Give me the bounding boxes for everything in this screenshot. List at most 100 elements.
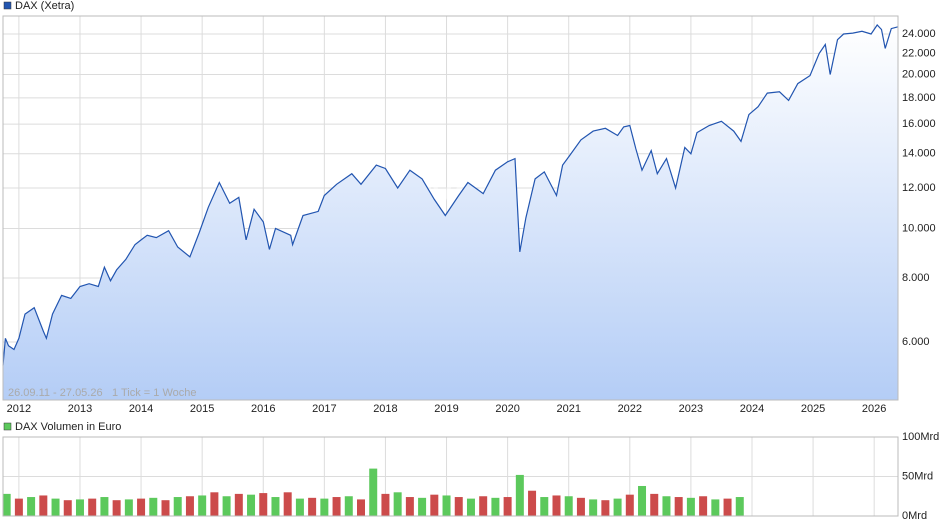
bar bbox=[466, 498, 475, 516]
x-tick-label: 2026 bbox=[862, 403, 886, 415]
bar bbox=[552, 495, 561, 516]
y-tick-label: 100Mrd bbox=[902, 431, 939, 443]
bar bbox=[320, 498, 329, 516]
bar bbox=[418, 497, 427, 516]
bar bbox=[308, 497, 317, 516]
y-tick-label: 16.000 bbox=[902, 118, 936, 130]
x-tick-label: 2015 bbox=[190, 403, 214, 415]
annotation: 1 Tick = 1 Woche bbox=[112, 387, 196, 399]
bar bbox=[528, 490, 537, 516]
x-tick-label: 2013 bbox=[68, 403, 92, 415]
x-tick-label: 2012 bbox=[7, 403, 31, 415]
line bbox=[2, 24, 899, 366]
bar bbox=[601, 500, 610, 516]
annotation: 26.09.11 - 27.05.26 bbox=[8, 387, 103, 399]
bar bbox=[14, 498, 23, 516]
bar bbox=[430, 494, 439, 516]
bar bbox=[638, 485, 647, 516]
bar bbox=[39, 495, 48, 516]
x-tick-label: 2016 bbox=[251, 403, 275, 415]
bar bbox=[198, 495, 207, 516]
y-tick-label: 20.000 bbox=[902, 68, 936, 80]
bar bbox=[625, 494, 634, 516]
plot-border bbox=[2, 15, 899, 401]
bar bbox=[283, 492, 292, 516]
x-tick-label: 2023 bbox=[679, 403, 703, 415]
bar bbox=[479, 496, 488, 516]
y-tick-label: 22.000 bbox=[902, 47, 936, 59]
y-tick-label: 14.000 bbox=[902, 148, 936, 160]
x-tick-label: 2022 bbox=[618, 403, 642, 415]
bar bbox=[112, 500, 121, 516]
bar bbox=[674, 497, 683, 516]
y-tick-label: 50Mrd bbox=[902, 470, 933, 482]
bar bbox=[161, 500, 170, 516]
bar bbox=[137, 498, 146, 516]
bar bbox=[2, 493, 11, 516]
bar bbox=[63, 500, 72, 516]
bar bbox=[503, 497, 512, 516]
bar bbox=[222, 496, 231, 516]
bar bbox=[699, 496, 708, 516]
bar bbox=[259, 493, 268, 516]
y-tick-label: 0Mrd bbox=[902, 510, 927, 522]
bar bbox=[149, 497, 158, 516]
x-tick-label: 2025 bbox=[801, 403, 825, 415]
bar bbox=[381, 493, 390, 516]
y-tick-label: 6.000 bbox=[902, 336, 930, 348]
x-tick-label: 2021 bbox=[556, 403, 580, 415]
bar bbox=[344, 496, 353, 516]
area bbox=[3, 25, 898, 400]
bar bbox=[295, 498, 304, 516]
y-tick-label: 10.000 bbox=[902, 222, 936, 234]
x-tick-label: 2024 bbox=[740, 403, 764, 415]
bar bbox=[124, 499, 133, 516]
bar bbox=[210, 492, 219, 516]
y-tick-label: 8.000 bbox=[902, 272, 930, 284]
bar bbox=[491, 497, 500, 516]
bar bbox=[454, 497, 463, 516]
bar bbox=[27, 497, 36, 516]
bar bbox=[393, 492, 402, 516]
x-tick-label: 2019 bbox=[434, 403, 458, 415]
bar bbox=[613, 498, 622, 516]
y-tick-label: 18.000 bbox=[902, 92, 936, 104]
bar bbox=[332, 497, 341, 516]
bar bbox=[271, 497, 280, 516]
bar bbox=[369, 468, 378, 516]
bar bbox=[564, 496, 573, 516]
legend-label: DAX Volumen in Euro bbox=[15, 421, 121, 433]
bar bbox=[88, 498, 97, 516]
bar bbox=[357, 499, 365, 516]
bar bbox=[405, 497, 414, 516]
bar bbox=[711, 499, 720, 516]
bar bbox=[234, 493, 243, 516]
y-tick-label: 24.000 bbox=[902, 28, 936, 40]
bar bbox=[75, 499, 84, 516]
bar bbox=[686, 497, 695, 516]
bar bbox=[723, 498, 732, 516]
legend-label: DAX (Xetra) bbox=[15, 0, 74, 12]
x-tick-label: 2014 bbox=[129, 403, 153, 415]
bar bbox=[540, 497, 549, 516]
bar bbox=[173, 497, 182, 516]
x-tick-label: 2018 bbox=[373, 403, 397, 415]
bar bbox=[589, 499, 598, 516]
bar bbox=[650, 493, 659, 516]
bar bbox=[51, 498, 60, 516]
bar bbox=[185, 496, 194, 516]
y-tick-label: 12.000 bbox=[902, 182, 936, 194]
bar bbox=[515, 474, 524, 516]
bar bbox=[442, 495, 451, 516]
bar bbox=[247, 494, 256, 516]
bar bbox=[576, 497, 585, 516]
bar bbox=[662, 496, 671, 516]
legend-swatch bbox=[3, 1, 12, 10]
legend-swatch bbox=[3, 422, 12, 431]
x-tick-label: 2020 bbox=[495, 403, 519, 415]
bar bbox=[100, 497, 109, 516]
x-tick-label: 2017 bbox=[312, 403, 336, 415]
bar bbox=[735, 497, 744, 516]
